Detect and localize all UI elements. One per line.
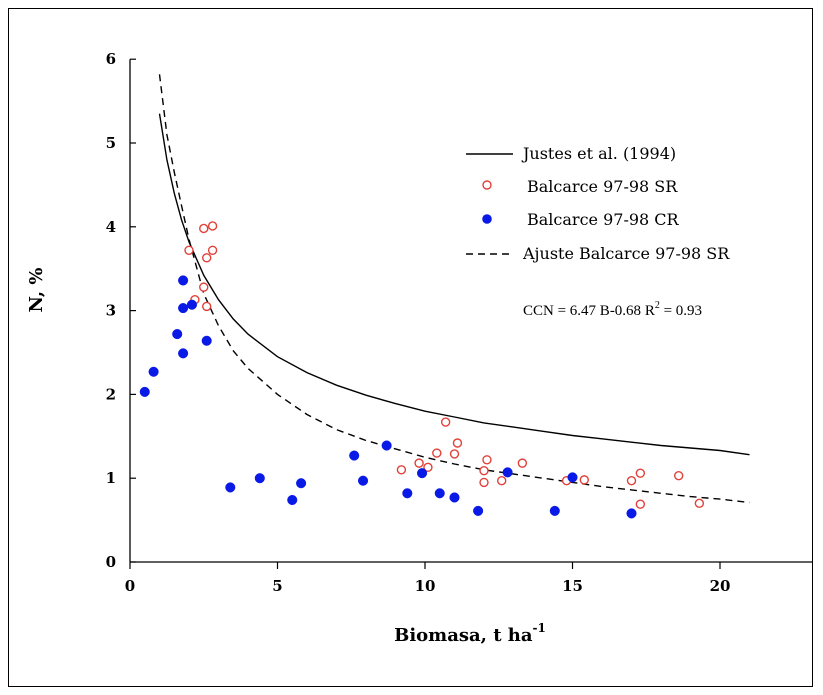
equation-annotation: CCN = 6.47 B-0.68 R2 = 0.93 [523, 300, 702, 319]
cr-point [358, 475, 369, 486]
data-points [139, 221, 705, 519]
legend-label: Ajuste Balcarce 97-98 SR [522, 244, 730, 263]
cr-point [201, 335, 212, 346]
fit-curve-dashed [158, 74, 750, 504]
x-axis-title-superscript: -1 [533, 621, 546, 635]
y-tick-label: 6 [106, 50, 116, 68]
legend-label: Balcarce 97-98 SR [527, 177, 678, 196]
cr-point [381, 440, 392, 451]
cr-point [148, 366, 159, 377]
legend: Justes et al. (1994) Balcarce 97-98 SR Bal… [466, 144, 730, 263]
cr-point [567, 472, 578, 483]
y-tick-label: 1 [106, 469, 116, 487]
cr-point [417, 468, 428, 479]
sr-point [479, 465, 489, 476]
y-axis-title: N, % [26, 268, 47, 313]
cr-point [349, 450, 360, 461]
sr-point [184, 245, 194, 255]
sr-point [674, 470, 684, 481]
sr-point [497, 476, 507, 486]
cr-point [502, 467, 513, 478]
sr-point [449, 449, 460, 459]
sr-point [440, 417, 451, 427]
y-tick-label: 4 [106, 218, 116, 236]
cr-point [186, 299, 197, 310]
figure-frame [8, 8, 813, 687]
sr-point [414, 458, 424, 468]
justes-curve [158, 113, 750, 456]
legend-label: Justes et al. (1994) [521, 144, 676, 163]
axes: 0 1 2 3 4 5 6 0 5 10 15 20 [106, 50, 812, 595]
cr-point [178, 275, 189, 286]
sr-point [482, 455, 492, 465]
sr-point [517, 458, 528, 468]
curves [158, 74, 750, 504]
cr-point [139, 386, 150, 397]
cr-point [287, 494, 298, 506]
sr-point [626, 476, 637, 486]
sr-point [452, 438, 463, 448]
sr-point [635, 499, 646, 509]
cr-point [434, 488, 445, 499]
x-tick-label: 20 [710, 577, 731, 595]
sr-point [432, 448, 442, 458]
sr-point [694, 498, 705, 509]
sr-point [207, 245, 218, 255]
legend-label: Balcarce 97-98 CR [527, 210, 680, 229]
x-axis-title-text: Biomasa, t ha [394, 625, 533, 646]
equation-main: CCN = 6.47 B [523, 303, 610, 319]
sr-point [579, 475, 589, 485]
sr-point [201, 301, 212, 312]
sr-point [207, 221, 218, 231]
cr-point [172, 329, 183, 340]
cr-point [626, 508, 637, 519]
sr-point [396, 465, 407, 475]
equation-r2-value: = 0.93 [660, 303, 702, 319]
equation-r: R [641, 303, 655, 319]
cr-point [402, 488, 413, 499]
x-axis-title: Biomasa, t ha-1 [394, 621, 546, 646]
legend-swatch-filled-circle [482, 214, 492, 224]
cr-point [549, 505, 560, 516]
cr-point [449, 492, 460, 503]
y-tick-label: 0 [106, 553, 116, 571]
cr-point [296, 478, 307, 489]
y-tick-label: 3 [106, 302, 116, 320]
sr-point [199, 223, 209, 234]
cr-point [254, 473, 265, 484]
cr-point [178, 303, 189, 314]
sr-point [199, 282, 209, 292]
equation-exponent: -0.68 [610, 303, 641, 319]
x-tick-label: 10 [415, 577, 436, 595]
x-tick-label: 15 [562, 577, 583, 595]
cr-point [225, 482, 236, 493]
x-tick-label: 0 [125, 577, 135, 595]
y-tick-label: 2 [106, 385, 116, 403]
y-tick-label: 5 [106, 134, 116, 152]
sr-point [423, 462, 433, 473]
cr-point [178, 348, 189, 359]
legend-swatch-open-circle [482, 180, 492, 190]
sr-point [635, 468, 646, 478]
x-tick-label: 5 [272, 577, 282, 595]
sr-point [479, 477, 489, 488]
sr-point [201, 253, 212, 263]
equation-r2-sup: 2 [655, 300, 660, 311]
cr-point [473, 505, 484, 516]
